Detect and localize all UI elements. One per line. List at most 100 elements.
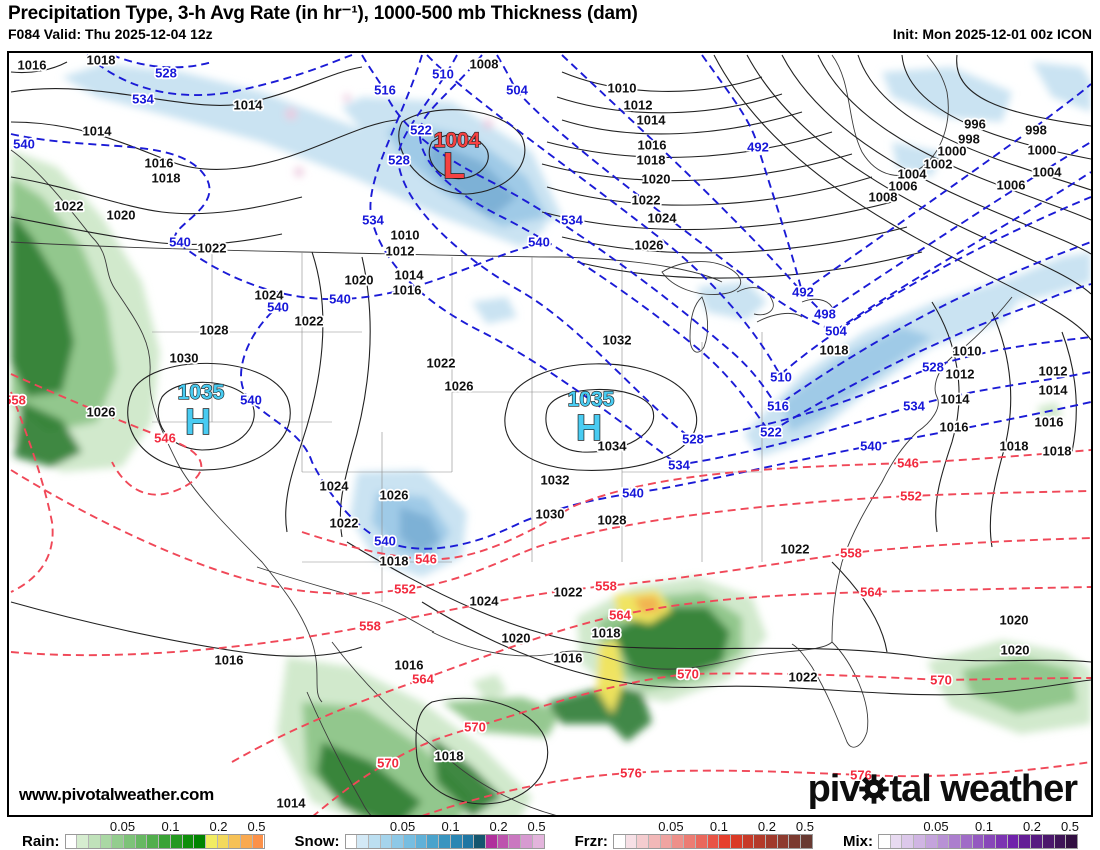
contour-label: 540 xyxy=(169,235,191,250)
contour-label: 1020 xyxy=(642,172,671,187)
legend-colorbar xyxy=(877,834,1078,849)
legend-color-cell xyxy=(345,835,358,848)
legend-group: Mix: 0.05 0.1 0.2 0.5 xyxy=(843,819,1080,850)
legend-color-cell xyxy=(241,835,253,848)
contour-label: 1014 xyxy=(1039,383,1069,398)
contour-label: 546 xyxy=(897,456,919,471)
contour-label: 516 xyxy=(374,83,396,98)
contour-label: 996 xyxy=(964,117,986,132)
contour-label: 1018 xyxy=(435,749,464,764)
legend-color-cell xyxy=(404,835,416,848)
coastline-borders xyxy=(10,54,1013,815)
contour-label: 1018 xyxy=(380,554,409,569)
legend-colorbar xyxy=(612,834,813,849)
legend-tick-label: 0.1 xyxy=(441,819,460,834)
contour-label: 1024 xyxy=(470,594,500,609)
contour-label: 1024 xyxy=(255,288,285,303)
legend-color-cell xyxy=(147,835,160,848)
contour-label: 504 xyxy=(506,83,528,98)
contour-label: 1000 xyxy=(938,144,967,159)
contour-label: 1026 xyxy=(87,405,116,420)
legend-color-cell xyxy=(695,835,708,848)
contour-label: 1018 xyxy=(1043,444,1072,459)
contour-label: 1022 xyxy=(427,356,456,371)
map-header: Precipitation Type, 3-h Avg Rate (in hr⁻… xyxy=(0,0,1100,42)
contour-label: 1018 xyxy=(87,53,116,68)
legend-color-cell xyxy=(960,835,973,848)
contour-label: 1026 xyxy=(380,488,409,503)
contour-label: 1002 xyxy=(924,157,953,172)
legend-color-cell xyxy=(474,835,486,848)
legend-group: Frzr: 0.05 0.1 0.2 0.5 xyxy=(575,819,814,850)
contour-label: 1022 xyxy=(295,314,324,329)
legend-tick-label: 0.05 xyxy=(658,819,684,834)
gear-icon xyxy=(859,774,890,804)
contour-label: 1018 xyxy=(152,171,181,186)
legend-color-cell xyxy=(100,835,113,848)
contour-label: 534 xyxy=(668,458,690,473)
contour-label: 1016 xyxy=(393,283,422,298)
contour-label: 528 xyxy=(388,153,410,168)
legend-color-cell xyxy=(684,835,696,848)
contour-label: 564 xyxy=(860,585,882,600)
contour-label: 998 xyxy=(958,132,980,147)
contour-label: 1010 xyxy=(953,344,982,359)
legend-tick-label: 0.2 xyxy=(757,819,776,834)
contour-label: 1016 xyxy=(940,420,969,435)
legend-color-cell xyxy=(450,835,463,848)
contour-label: 1020 xyxy=(345,273,374,288)
legend-color-cell xyxy=(625,835,638,848)
contour-label: 492 xyxy=(792,285,814,300)
legend-color-cell xyxy=(532,835,544,848)
legend-color-cell xyxy=(170,835,183,848)
legend-color-cell xyxy=(77,835,89,848)
contour-label: 1020 xyxy=(502,631,531,646)
legend-tick-label: 0.5 xyxy=(1060,819,1080,834)
contour-label: 1016 xyxy=(215,653,244,668)
contour-label: 1030 xyxy=(536,507,565,522)
legend-color-cell xyxy=(415,835,428,848)
contour-label: 1004 xyxy=(898,167,928,182)
legend-tick-label: 0.1 xyxy=(974,819,994,834)
thickness-contours-cold xyxy=(10,54,1091,550)
contour-label: 1008 xyxy=(470,57,499,72)
legend-color-cell xyxy=(124,835,136,848)
precip-rate-legend: Rain: 0.05 0.1 0.2 0.5 Snow: 0.05 0.1 0.2 0.5 Frzr… xyxy=(0,818,1100,850)
pressure-center-value: 1035 xyxy=(568,388,615,411)
contour-label: 570 xyxy=(377,756,399,771)
contour-label: 1014 xyxy=(277,796,307,811)
contour-label: 1006 xyxy=(889,179,918,194)
contour-label: 558 xyxy=(840,546,862,561)
contour-label: 1016 xyxy=(395,658,424,673)
contour-label: 1014 xyxy=(83,124,113,139)
contour-label: 498 xyxy=(814,307,836,322)
legend-color-cell xyxy=(252,835,264,848)
legend-color-cell xyxy=(707,835,720,848)
contour-label: 1020 xyxy=(1001,643,1030,658)
legend-label: Rain: xyxy=(22,833,60,850)
logo-text-after: tal weather xyxy=(889,768,1078,810)
map-svg: 1016 1018 1014 1014 1016 1018 1022 1020 1022 1024… xyxy=(9,53,1091,815)
contour-label: 1024 xyxy=(648,211,678,226)
contour-label: 1022 xyxy=(781,542,810,557)
contour-label: 522 xyxy=(410,123,432,138)
contour-label: 528 xyxy=(922,360,944,375)
contour-label: 1022 xyxy=(55,199,84,214)
legend-color-cell xyxy=(1042,835,1055,848)
legend-tick-label: 0.2 xyxy=(489,819,508,834)
legend-tick-label: 0.5 xyxy=(527,819,546,834)
contour-label: 1028 xyxy=(200,323,229,338)
legend-color-cell xyxy=(194,835,206,848)
pressure-center-letter: L xyxy=(443,145,465,186)
contour-label: 540 xyxy=(374,534,396,549)
contour-label: 528 xyxy=(682,432,704,447)
contour-label: 540 xyxy=(13,137,35,152)
contour-label: 998 xyxy=(1025,123,1047,138)
contour-label: 1022 xyxy=(554,585,583,600)
forecast-map[interactable]: 1016 1018 1014 1014 1016 1018 1022 1020 1022 1024… xyxy=(7,51,1093,817)
contour-label: 522 xyxy=(760,425,782,440)
contour-label: 552 xyxy=(900,489,922,504)
legend-color-cell xyxy=(996,835,1008,848)
contour-label: 564 xyxy=(412,672,434,687)
legend-color-cell xyxy=(984,835,997,848)
